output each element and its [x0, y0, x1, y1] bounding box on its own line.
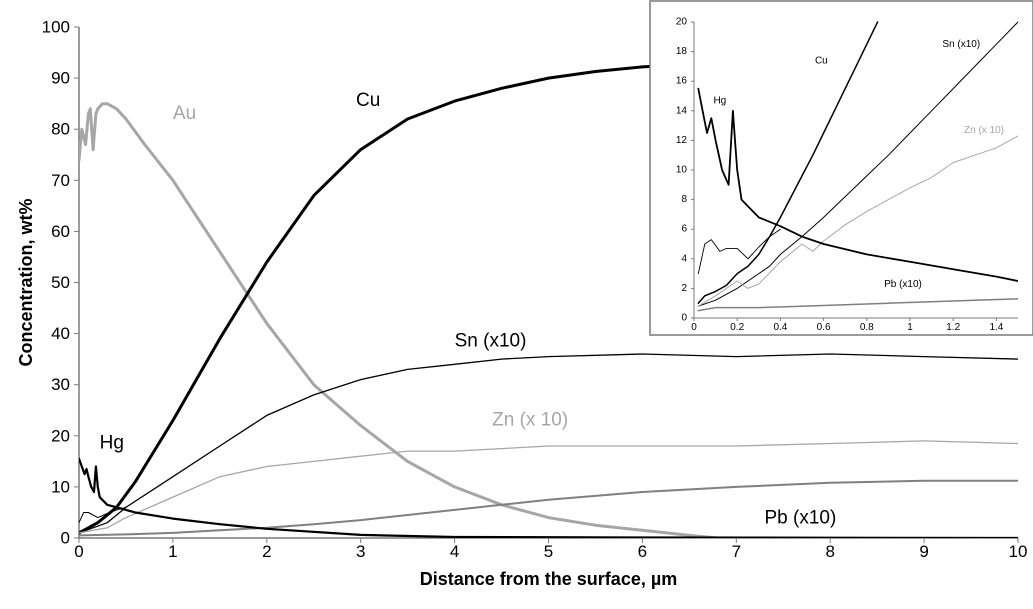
inset-y-tick-label: 18	[676, 46, 688, 57]
main-y-tick-label: 80	[51, 120, 70, 139]
inset-y-tick-label: 0	[681, 313, 687, 324]
inset-series-zn-x-10	[697, 135, 1018, 307]
main-label-au: Au	[173, 103, 196, 124]
inset-y-tick-label: 4	[681, 253, 687, 264]
main-x-tick-label: 10	[1009, 542, 1028, 561]
inset-y-tick-label: 2	[681, 283, 687, 294]
main-y-tick-label: 30	[51, 375, 70, 394]
main-x-tick-label: 1	[168, 542, 177, 561]
main-label-hg: Hg	[100, 433, 124, 454]
main-y-tick-label: 90	[51, 69, 70, 88]
inset-series-group	[697, 21, 1018, 312]
inset-x-tick-label: 1.4	[989, 322, 1003, 333]
main-label-pb-x10: Pb (x10)	[764, 508, 836, 529]
main-y-tick-label: 0	[61, 529, 70, 548]
main-x-tick-label: 5	[544, 542, 553, 561]
inset-label-cu: Cu	[815, 55, 828, 66]
inset-label-pb-x10: Pb (x10)	[884, 279, 922, 290]
main-x-tick-label: 7	[732, 542, 741, 561]
main-x-tick-label: 4	[450, 542, 459, 561]
main-label-zn-x-10: Zn (x 10)	[492, 410, 568, 431]
inset-x-tick-label: 0.8	[860, 322, 874, 333]
main-y-tick-label: 100	[42, 18, 70, 37]
inset-label-sn-x10: Sn (x10)	[942, 39, 980, 50]
main-label-sn-x10: Sn (x10)	[455, 330, 527, 351]
inset-y-tick-label: 6	[681, 224, 687, 235]
inset-x-tick-label: 0.6	[817, 322, 831, 333]
inset-x-tick-label: 0.2	[730, 322, 744, 333]
main-series-sn-x10	[79, 353, 1018, 534]
main-series-cu	[79, 63, 673, 535]
main-y-tick-label: 50	[51, 273, 70, 292]
main-y-tick-label: 10	[51, 477, 70, 496]
inset-frame	[649, 0, 1033, 336]
inset-plot: 0 2 4 6 8 10 12 14 16 18 20 0 0.2 0.4 0.6 0.8 1 1.2 1.4 Cu S…	[676, 17, 1018, 333]
inset-x-tick-label: 0.4	[773, 322, 787, 333]
main-label-cu: Cu	[356, 90, 380, 111]
main-series-unlabeled-6	[79, 506, 127, 524]
main-y-tick-label: 70	[51, 171, 70, 190]
inset-x-tick-label: 1.2	[946, 322, 960, 333]
inset-series-pb-x10	[697, 298, 1018, 312]
main-series-zn-x-10	[79, 440, 1018, 534]
main-x-tick-label: 3	[356, 542, 365, 561]
main-y-tick-label: 60	[51, 222, 70, 241]
main-x-tick-label: 0	[74, 542, 83, 561]
inset-x-tick-label: 0	[691, 322, 697, 333]
inset-y-tick-label: 20	[676, 17, 688, 28]
inset-y-tick-label: 8	[681, 194, 687, 205]
inset-series-sn-x10	[697, 21, 1018, 307]
inset-y-tick-label: 16	[676, 76, 688, 87]
main-x-tick-label: 2	[262, 542, 271, 561]
main-series-hg	[79, 457, 1018, 538]
main-x-axis-title: Distance from the surface, µm	[420, 569, 677, 589]
inset-y-tick-label: 10	[676, 165, 688, 176]
inset-y-tick-label: 14	[676, 105, 688, 116]
inset-label-zn-x-10: Zn (x 10)	[964, 125, 1004, 136]
main-x-tick-label: 9	[919, 542, 928, 561]
inset-series-hg	[697, 87, 1018, 282]
main-series-group	[79, 63, 1018, 538]
inset-y-tick-label: 12	[676, 135, 688, 146]
main-y-tick-label: 40	[51, 324, 70, 343]
main-series-pb-x10	[79, 479, 1018, 537]
main-y-axis-title: Concentration, wt%	[16, 198, 36, 366]
main-y-tick-label: 20	[51, 426, 70, 445]
inset-series-cu	[697, 21, 879, 304]
main-x-tick-label: 8	[825, 542, 834, 561]
inset-series-unlabeled-5	[697, 228, 781, 275]
inset-x-tick-label: 1	[907, 322, 913, 333]
main-series-au	[79, 102, 719, 538]
main-x-tick-label: 6	[638, 542, 647, 561]
inset-label-hg: Hg	[713, 95, 726, 106]
